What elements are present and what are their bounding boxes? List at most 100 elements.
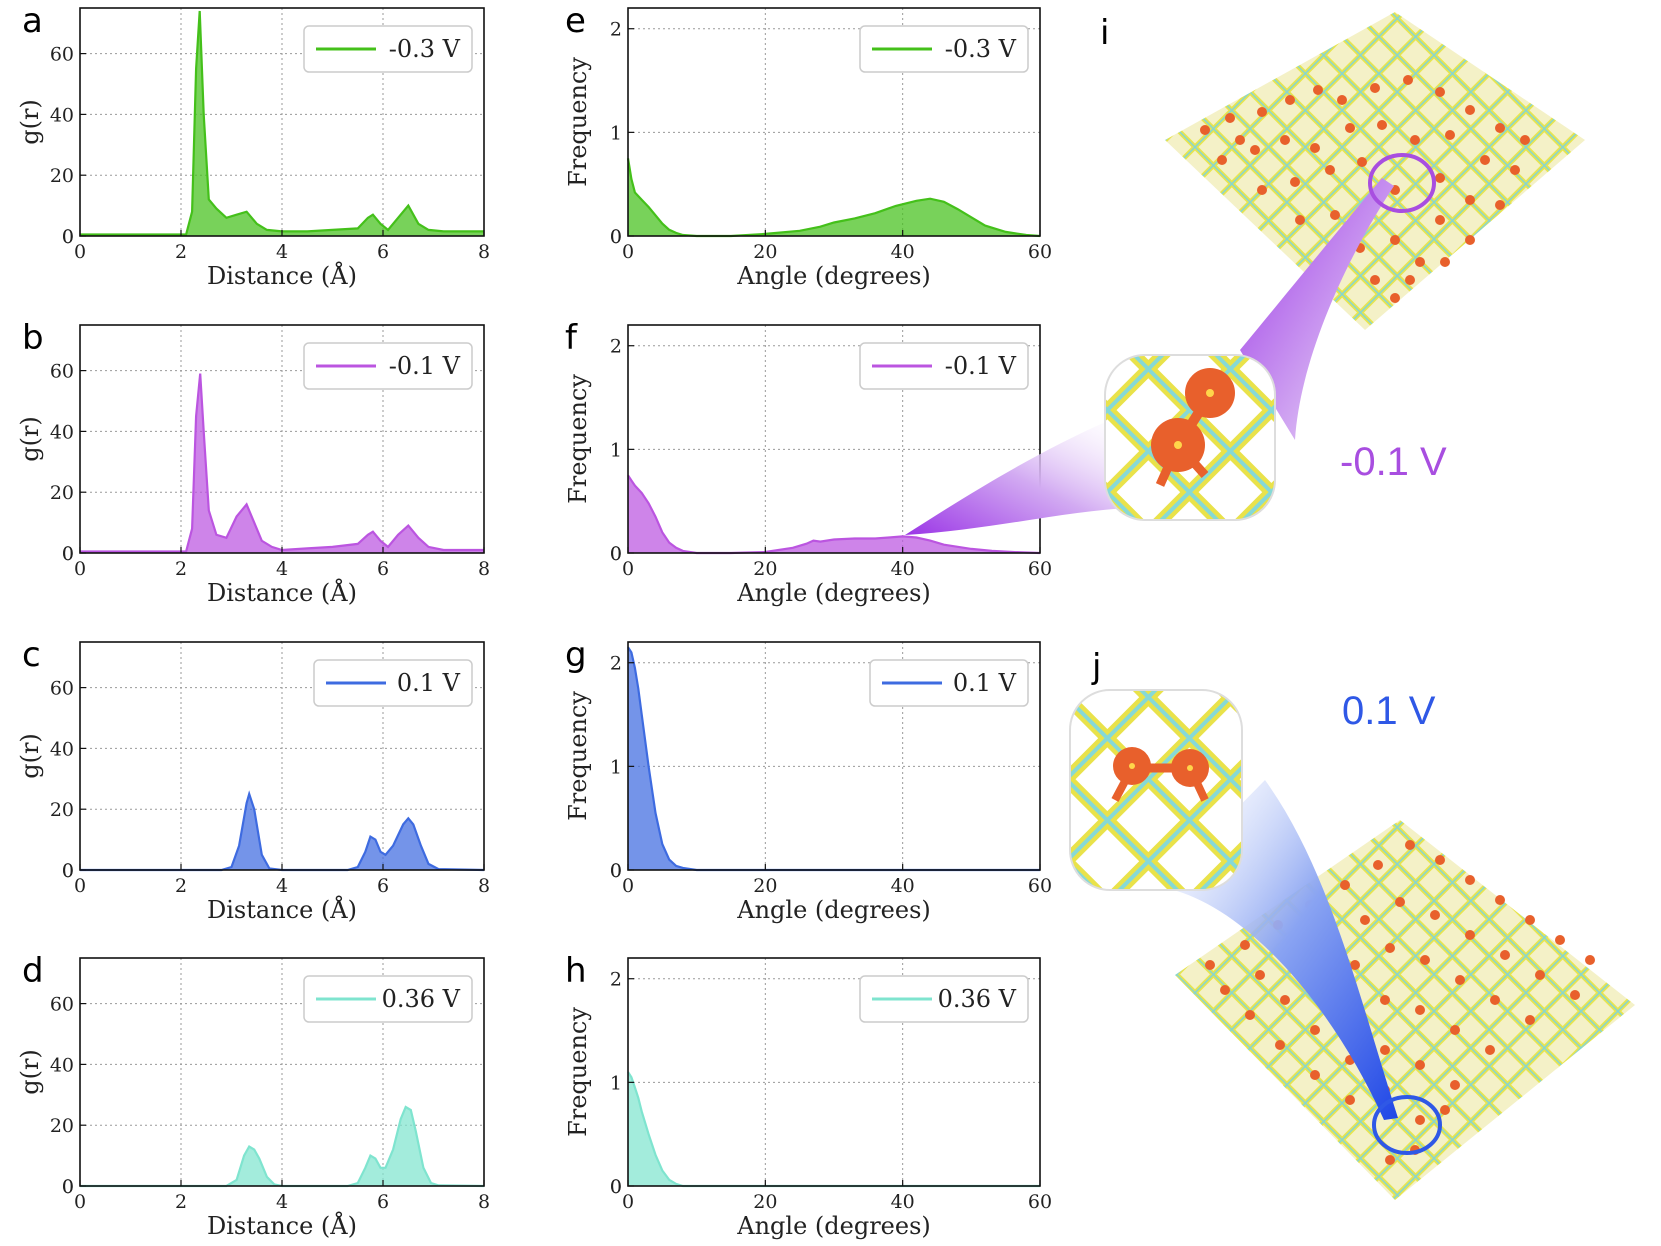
y-tick-label: 0 xyxy=(62,543,74,565)
x-axis-label: Angle (degrees) xyxy=(736,579,931,607)
x-tick-label: 2 xyxy=(175,558,187,580)
atom-j xyxy=(1385,943,1395,953)
legend-label: 0.1 V xyxy=(397,669,461,697)
atom-j xyxy=(1430,910,1440,920)
legend-box xyxy=(303,975,473,1023)
x-tick-label: 0 xyxy=(74,875,86,897)
atom-i xyxy=(1435,173,1445,183)
atom-j xyxy=(1450,1080,1460,1090)
y-tick-label: 0 xyxy=(610,543,622,565)
atom-i xyxy=(1250,145,1260,155)
x-tick-label: 60 xyxy=(1028,875,1052,897)
series-line-d xyxy=(80,1105,485,1188)
x-tick-label: 8 xyxy=(478,241,490,263)
atom-i xyxy=(1445,130,1455,140)
atom-j xyxy=(1360,915,1370,925)
series-area-c xyxy=(80,794,484,870)
highlight-ring-j xyxy=(1372,1095,1442,1155)
atom-i xyxy=(1235,135,1245,145)
atom-j xyxy=(1380,1045,1390,1055)
atom-i xyxy=(1257,107,1267,117)
atom-i xyxy=(1377,120,1387,130)
legend-box xyxy=(859,975,1029,1023)
axes-frame xyxy=(627,7,1041,237)
axes-frame xyxy=(627,324,1041,554)
atom-i xyxy=(1440,257,1450,267)
atom-j xyxy=(1485,1045,1495,1055)
atom-j xyxy=(1465,875,1475,885)
atom-i xyxy=(1435,215,1445,225)
x-axis-label: Distance (Å) xyxy=(207,1211,357,1240)
panel-letter-i: i xyxy=(1100,13,1109,53)
x-axis-label: Distance (Å) xyxy=(207,578,357,607)
y-axis-label: g(r) xyxy=(16,416,44,462)
x-tick-label: 20 xyxy=(753,558,777,580)
atom-j xyxy=(1440,1105,1450,1115)
x-tick-label: 0 xyxy=(74,1191,86,1213)
atom-j xyxy=(1415,1005,1425,1015)
y-tick-label: 20 xyxy=(50,482,74,504)
legend-box xyxy=(303,25,473,73)
y-tick-label: 1 xyxy=(610,756,622,778)
atom-i xyxy=(1217,155,1227,165)
y-tick-label: 2 xyxy=(610,969,622,991)
atom-j xyxy=(1395,897,1405,907)
panel-letter-a: a xyxy=(22,1,43,41)
atom-j xyxy=(1310,1070,1320,1080)
series-area-d xyxy=(80,1107,484,1186)
structure-illustrations: -0.1 V 0.1 V i j xyxy=(905,12,1635,1200)
y-tick-label: 20 xyxy=(50,165,74,187)
panel-letter-d: d xyxy=(22,951,44,991)
panel-letter-e: e xyxy=(565,1,586,41)
y-tick-label: 2 xyxy=(610,19,622,41)
x-tick-label: 2 xyxy=(175,875,187,897)
y-tick-label: 0 xyxy=(62,860,74,882)
atom-i xyxy=(1390,235,1400,245)
x-tick-label: 40 xyxy=(891,241,915,263)
atom-j xyxy=(1310,1025,1320,1035)
legend-label: -0.3 V xyxy=(945,35,1017,63)
series-line-c xyxy=(80,790,485,872)
x-axis-label: Distance (Å) xyxy=(207,895,357,924)
atom-i xyxy=(1290,177,1300,187)
legend-box xyxy=(859,25,1029,73)
x-tick-label: 6 xyxy=(377,241,389,263)
panel-letter-f: f xyxy=(565,318,578,358)
atom-j xyxy=(1255,970,1265,980)
atom-j xyxy=(1570,990,1580,1000)
atom-i xyxy=(1480,155,1490,165)
y-axis-label: g(r) xyxy=(16,733,44,779)
x-tick-label: 40 xyxy=(891,558,915,580)
y-tick-label: 0 xyxy=(610,226,622,248)
atom-i xyxy=(1357,157,1367,167)
x-tick-label: 20 xyxy=(753,875,777,897)
series-area-h xyxy=(628,1072,1040,1186)
x-axis-label: Angle (degrees) xyxy=(736,262,931,290)
atom-i xyxy=(1410,135,1420,145)
atom-i xyxy=(1403,75,1413,85)
atom-i xyxy=(1330,210,1340,220)
x-tick-label: 4 xyxy=(276,241,288,263)
atom-j xyxy=(1385,1155,1395,1165)
x-tick-label: 8 xyxy=(478,875,490,897)
x-tick-label: 2 xyxy=(175,1191,187,1213)
x-tick-label: 20 xyxy=(753,241,777,263)
atom-i xyxy=(1345,123,1355,133)
legend-box xyxy=(313,659,473,707)
atom-j xyxy=(1465,930,1475,940)
y-tick-label: 0 xyxy=(62,226,74,248)
x-tick-label: 2 xyxy=(175,241,187,263)
x-tick-label: 0 xyxy=(74,241,86,263)
panel-letter-h: h xyxy=(565,951,587,991)
y-tick-label: 0 xyxy=(610,860,622,882)
x-tick-label: 6 xyxy=(377,1191,389,1213)
legend-box xyxy=(859,342,1029,390)
y-tick-label: 2 xyxy=(610,336,622,358)
y-tick-label: 0 xyxy=(610,226,622,248)
atom-j xyxy=(1435,855,1445,865)
